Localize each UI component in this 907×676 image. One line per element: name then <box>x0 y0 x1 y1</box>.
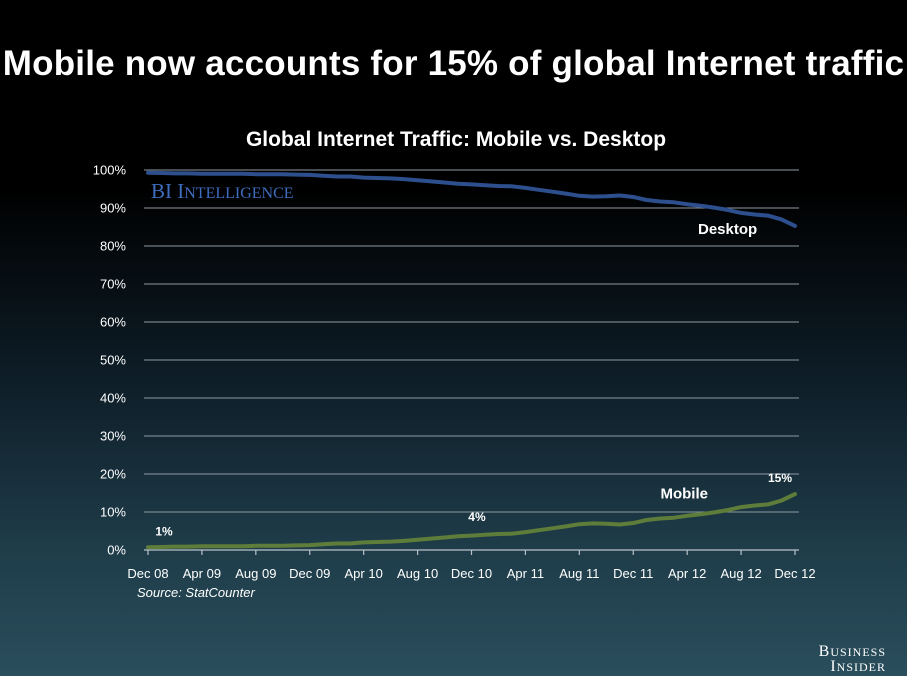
x-tick-label: Dec 11 <box>613 566 653 581</box>
source-note: Source: StatCounter <box>137 585 255 600</box>
logo-line-insider: INSIDER <box>830 658 886 675</box>
y-tick-label: 100% <box>93 163 127 178</box>
y-tick-label: 80% <box>100 239 126 254</box>
business-insider-logo: BUSINESS INSIDER <box>819 643 886 675</box>
y-tick-label: 90% <box>100 201 126 216</box>
x-tick-label: Aug 12 <box>720 566 761 581</box>
series-labels: Desktop Mobile 1% 4% 15% <box>155 221 792 538</box>
mobile-series-label: Mobile <box>660 485 708 502</box>
logo-line-business: BUSINESS <box>819 643 886 660</box>
page-headline: Mobile now accounts for 15% of global In… <box>2 44 905 83</box>
desktop-series-line <box>146 170 797 228</box>
watermark-i: I <box>177 179 184 203</box>
x-tick-label: Aug 11 <box>559 566 599 581</box>
data-label: 15% <box>768 471 792 485</box>
desktop-series-label: Desktop <box>698 221 757 238</box>
y-tick-label: 70% <box>100 277 126 292</box>
y-tick-label: 10% <box>100 505 126 520</box>
watermark-ntelligence: NTELLIGENCE <box>184 185 293 202</box>
data-label: 1% <box>155 524 173 538</box>
bi-intelligence-watermark: BI INTELLIGENCE <box>151 179 294 203</box>
chart-title: Global Internet Traffic: Mobile vs. Desk… <box>246 128 666 151</box>
series-lines <box>146 170 797 550</box>
x-tick-label: Apr 12 <box>668 566 706 581</box>
x-tick-label: Dec 10 <box>451 566 492 581</box>
x-tick-label: Dec 12 <box>774 566 815 581</box>
y-tick-label: 50% <box>100 353 126 368</box>
y-tick-label: 60% <box>100 315 126 330</box>
y-tick-label: 40% <box>100 391 126 406</box>
y-axis-ticks: 0% 10% 20% 30% 40% 50% 60% 70% 80% 90% 100% <box>93 163 127 558</box>
y-tick-label: 0% <box>107 543 126 558</box>
x-tick-label: Dec 08 <box>127 566 168 581</box>
mobile-series-line <box>146 492 797 550</box>
x-tick-label: Apr 09 <box>183 566 221 581</box>
x-tick-label: Apr 10 <box>345 566 383 581</box>
y-tick-label: 30% <box>100 429 126 444</box>
x-tick-label: Aug 10 <box>397 566 438 581</box>
x-axis-ticks: Dec 08 Apr 09 Aug 09 Dec 09 Apr 10 Aug 10 Dec … <box>127 550 816 581</box>
watermark-bi: BI <box>151 179 172 203</box>
x-tick-label: Dec 09 <box>289 566 330 581</box>
x-tick-label: Aug 09 <box>235 566 276 581</box>
data-label: 4% <box>468 510 486 524</box>
x-tick-label: Apr 11 <box>507 566 544 581</box>
y-tick-label: 20% <box>100 467 126 482</box>
